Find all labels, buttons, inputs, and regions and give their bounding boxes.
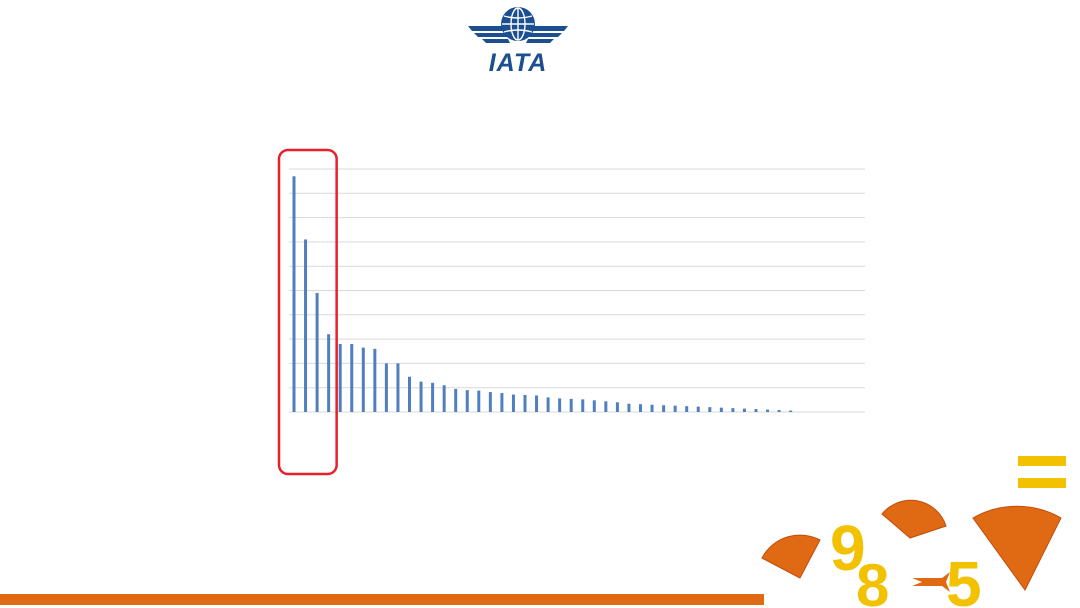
bar xyxy=(338,343,342,412)
bar xyxy=(304,239,308,412)
bar xyxy=(419,381,423,412)
bar xyxy=(431,382,435,412)
bar xyxy=(442,385,446,412)
decorative-fans-graphic: 9 8 5 xyxy=(761,456,1066,608)
fan-icon xyxy=(972,505,1062,591)
bar xyxy=(396,363,400,412)
bar xyxy=(315,292,319,412)
chart-bars xyxy=(292,176,793,412)
iata-globe-wings-icon xyxy=(468,7,568,43)
bar xyxy=(766,409,770,412)
bar xyxy=(454,388,458,412)
bar xyxy=(558,398,562,412)
fan-icon xyxy=(761,534,821,579)
bottom-accent-bar xyxy=(0,594,764,605)
bar xyxy=(465,390,469,412)
bar xyxy=(408,376,411,412)
bar xyxy=(581,399,585,412)
bar xyxy=(488,392,492,412)
fan-icon xyxy=(881,499,947,539)
bar xyxy=(639,404,642,412)
bar xyxy=(719,407,723,412)
bar xyxy=(604,401,608,412)
bar xyxy=(292,176,296,412)
bar xyxy=(662,405,666,412)
bar xyxy=(327,334,331,412)
bar xyxy=(546,397,550,412)
bar xyxy=(511,394,515,412)
bar xyxy=(569,398,573,412)
bar xyxy=(350,343,354,412)
bar xyxy=(627,403,631,412)
bar xyxy=(650,404,654,412)
digit-8: 8 xyxy=(856,552,889,608)
bar xyxy=(592,400,596,412)
bar xyxy=(696,406,700,412)
airplane-icon xyxy=(912,572,950,592)
highlight-box xyxy=(277,148,338,476)
iata-wordmark: IATA xyxy=(488,49,548,77)
bar xyxy=(361,347,365,412)
bar xyxy=(500,393,504,412)
bar xyxy=(754,409,758,412)
bar xyxy=(384,363,388,412)
bar xyxy=(523,394,527,412)
bar xyxy=(731,408,735,412)
bar xyxy=(673,405,677,412)
bar xyxy=(708,407,712,412)
digit-5: 5 xyxy=(946,548,982,608)
digit-9: 9 xyxy=(830,512,866,584)
iata-logo: IATA xyxy=(462,4,574,76)
equals-icon xyxy=(1018,456,1066,488)
bar xyxy=(535,395,539,412)
bar xyxy=(373,348,377,412)
bar xyxy=(777,410,781,412)
bar xyxy=(789,410,793,412)
bar xyxy=(615,402,619,412)
bar xyxy=(477,390,481,412)
bar xyxy=(685,406,689,412)
bar xyxy=(742,408,746,412)
